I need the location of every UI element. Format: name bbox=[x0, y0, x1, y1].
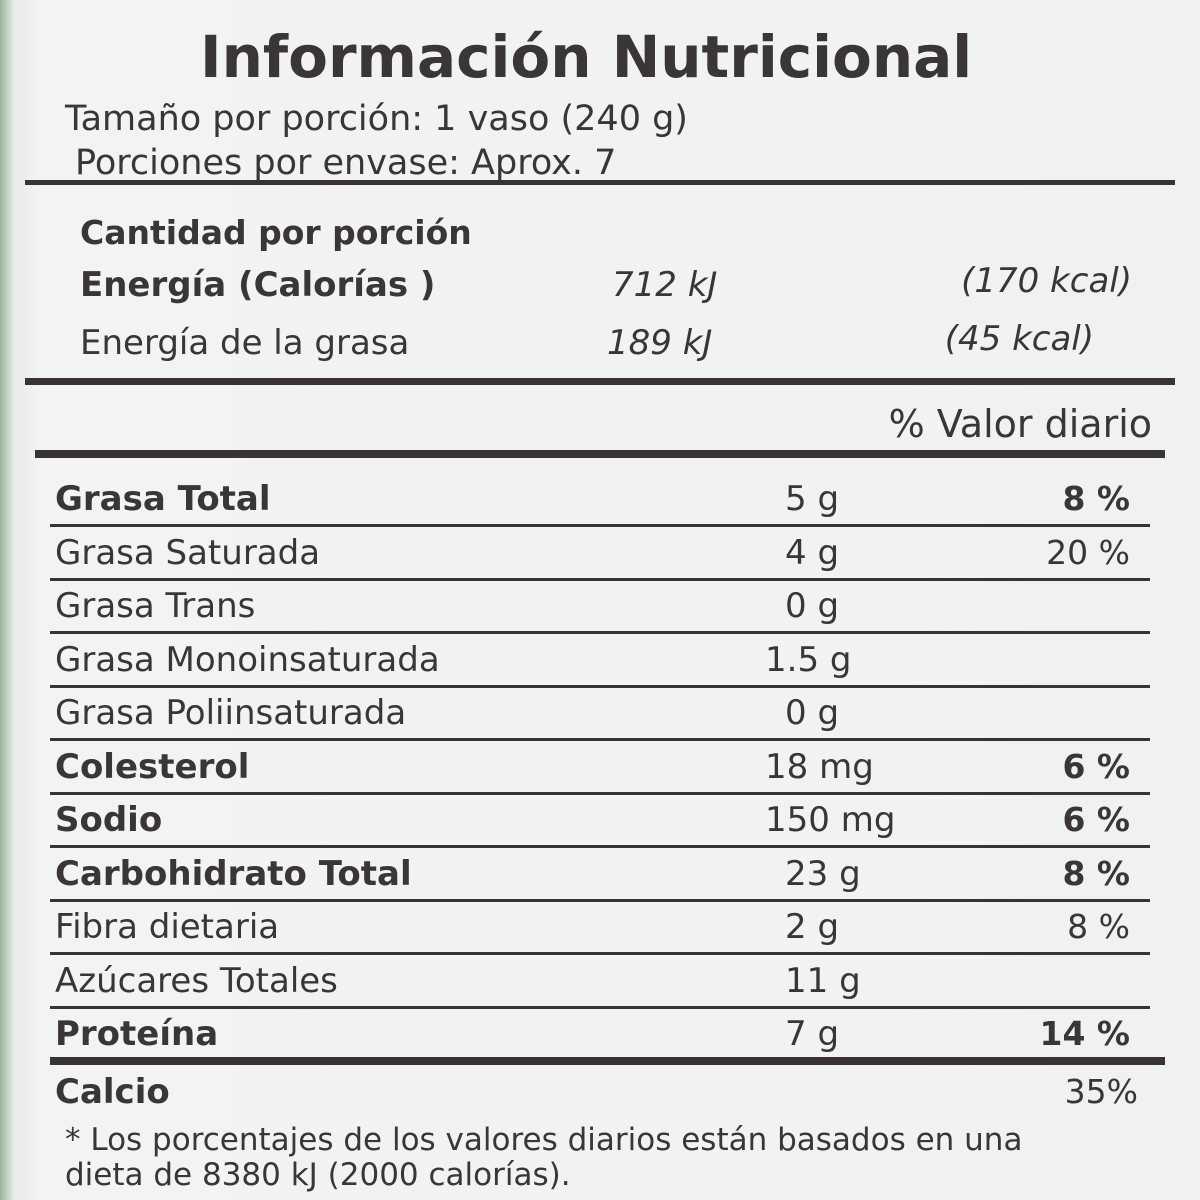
daily-value: 8 % bbox=[1067, 907, 1130, 946]
nutrient-amount: 0 g bbox=[785, 586, 840, 626]
nutrient-name: Grasa Trans bbox=[55, 586, 256, 626]
daily-value: 35% bbox=[1064, 1072, 1138, 1111]
nutrient-name: Grasa Poliinsaturada bbox=[55, 693, 407, 733]
nutrient-name: Sodio bbox=[55, 800, 163, 840]
rule bbox=[35, 450, 1165, 458]
energy-kcal: (170 kcal) bbox=[961, 261, 1132, 301]
amount-header: Cantidad por porción bbox=[80, 213, 472, 252]
nutrient-amount: 150 mg bbox=[765, 800, 896, 840]
servings-per-container: Porciones por envase: Aprox. 7 bbox=[75, 143, 617, 183]
row-rule bbox=[50, 577, 1150, 581]
row-rule bbox=[50, 898, 1150, 902]
nutrient-amount: 23 g bbox=[785, 853, 861, 894]
energy-kj: 189 kJ bbox=[607, 323, 713, 363]
nutrient-amount: 5 g bbox=[785, 479, 840, 519]
row-rule bbox=[50, 524, 1150, 527]
daily-value: 8 % bbox=[1062, 479, 1130, 518]
daily-value-header: % Valor diario bbox=[888, 402, 1152, 446]
row-rule bbox=[50, 845, 1150, 848]
daily-value: 20 % bbox=[1046, 532, 1130, 572]
daily-value: 6 % bbox=[1062, 800, 1130, 839]
energy-label: Energía de la grasa bbox=[80, 323, 410, 363]
nutrient-name: Grasa Total bbox=[55, 479, 271, 519]
footnote: dieta de 8380 kJ (2000 calorías). bbox=[65, 1157, 571, 1193]
nutrient-name: Fibra dietaria bbox=[55, 907, 280, 947]
nutrient-amount: 0 g bbox=[785, 693, 840, 733]
nutrient-amount: 2 g bbox=[785, 907, 840, 947]
rule bbox=[50, 1057, 1165, 1065]
rule bbox=[25, 378, 1175, 385]
title: Información Nutricional bbox=[200, 23, 973, 91]
rule bbox=[25, 180, 1175, 185]
nutrient-amount: 7 g bbox=[785, 1014, 840, 1054]
nutrient-amount: 18 mg bbox=[765, 746, 874, 787]
energy-kj: 712 kJ bbox=[612, 265, 718, 305]
row-rule bbox=[50, 1005, 1150, 1009]
row-rule bbox=[50, 952, 1150, 955]
daily-value: 14 % bbox=[1039, 1014, 1130, 1053]
nutrient-name: Proteína bbox=[55, 1014, 219, 1054]
row-rule bbox=[50, 684, 1150, 688]
nutrient-amount: 4 g bbox=[785, 532, 840, 573]
nutrient-name: Colesterol bbox=[55, 746, 250, 787]
nutrient-amount: 11 g bbox=[785, 960, 861, 1001]
nutrient-name: Carbohidrato Total bbox=[55, 853, 412, 894]
daily-value: 8 % bbox=[1062, 853, 1130, 893]
nutrient-name: Calcio bbox=[55, 1072, 170, 1112]
energy-kcal: (45 kcal) bbox=[944, 319, 1094, 359]
serving-size: Tamaño por porción: 1 vaso (240 g) bbox=[65, 99, 688, 139]
nutrient-name: Grasa Saturada bbox=[55, 532, 321, 573]
nutrient-name: Azúcares Totales bbox=[55, 960, 338, 1001]
nutrient-amount: 1.5 g bbox=[765, 639, 852, 680]
daily-value: 6 % bbox=[1062, 746, 1130, 786]
energy-label: Energía (Calorías ) bbox=[80, 265, 436, 305]
row-rule bbox=[50, 631, 1150, 634]
row-rule bbox=[50, 738, 1150, 741]
row-rule bbox=[50, 791, 1150, 795]
footnote: * Los porcentajes de los valores diarios… bbox=[65, 1122, 1023, 1158]
nutrient-name: Grasa Monoinsaturada bbox=[55, 639, 440, 680]
